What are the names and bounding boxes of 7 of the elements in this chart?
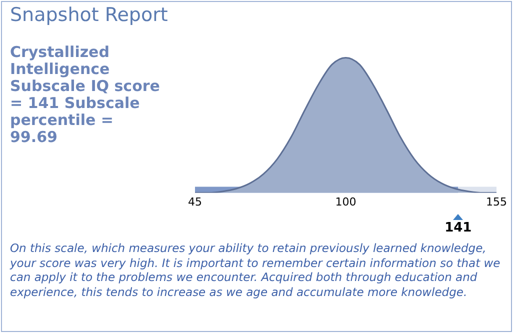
text: Crystallized Intelligence Subscale IQ score = 141 Subscale percentile = 99.69 [10,43,161,146]
x-tick-label: 100 [335,195,356,208]
x-tick-label: 45 [188,195,202,208]
chart-title: Snapshot Report [10,4,168,26]
text: On this scale, which measures your ability to retain previously learned knowledge, your score was very high. It is important to remember certain information so that we can apply it to the problems we encounter. Acquired both through education and experience, this tends to increase as we age and accumulate more knowledge. [10,241,502,299]
band-label: 141 [444,220,472,236]
x-tick-label: 155 [486,195,507,208]
